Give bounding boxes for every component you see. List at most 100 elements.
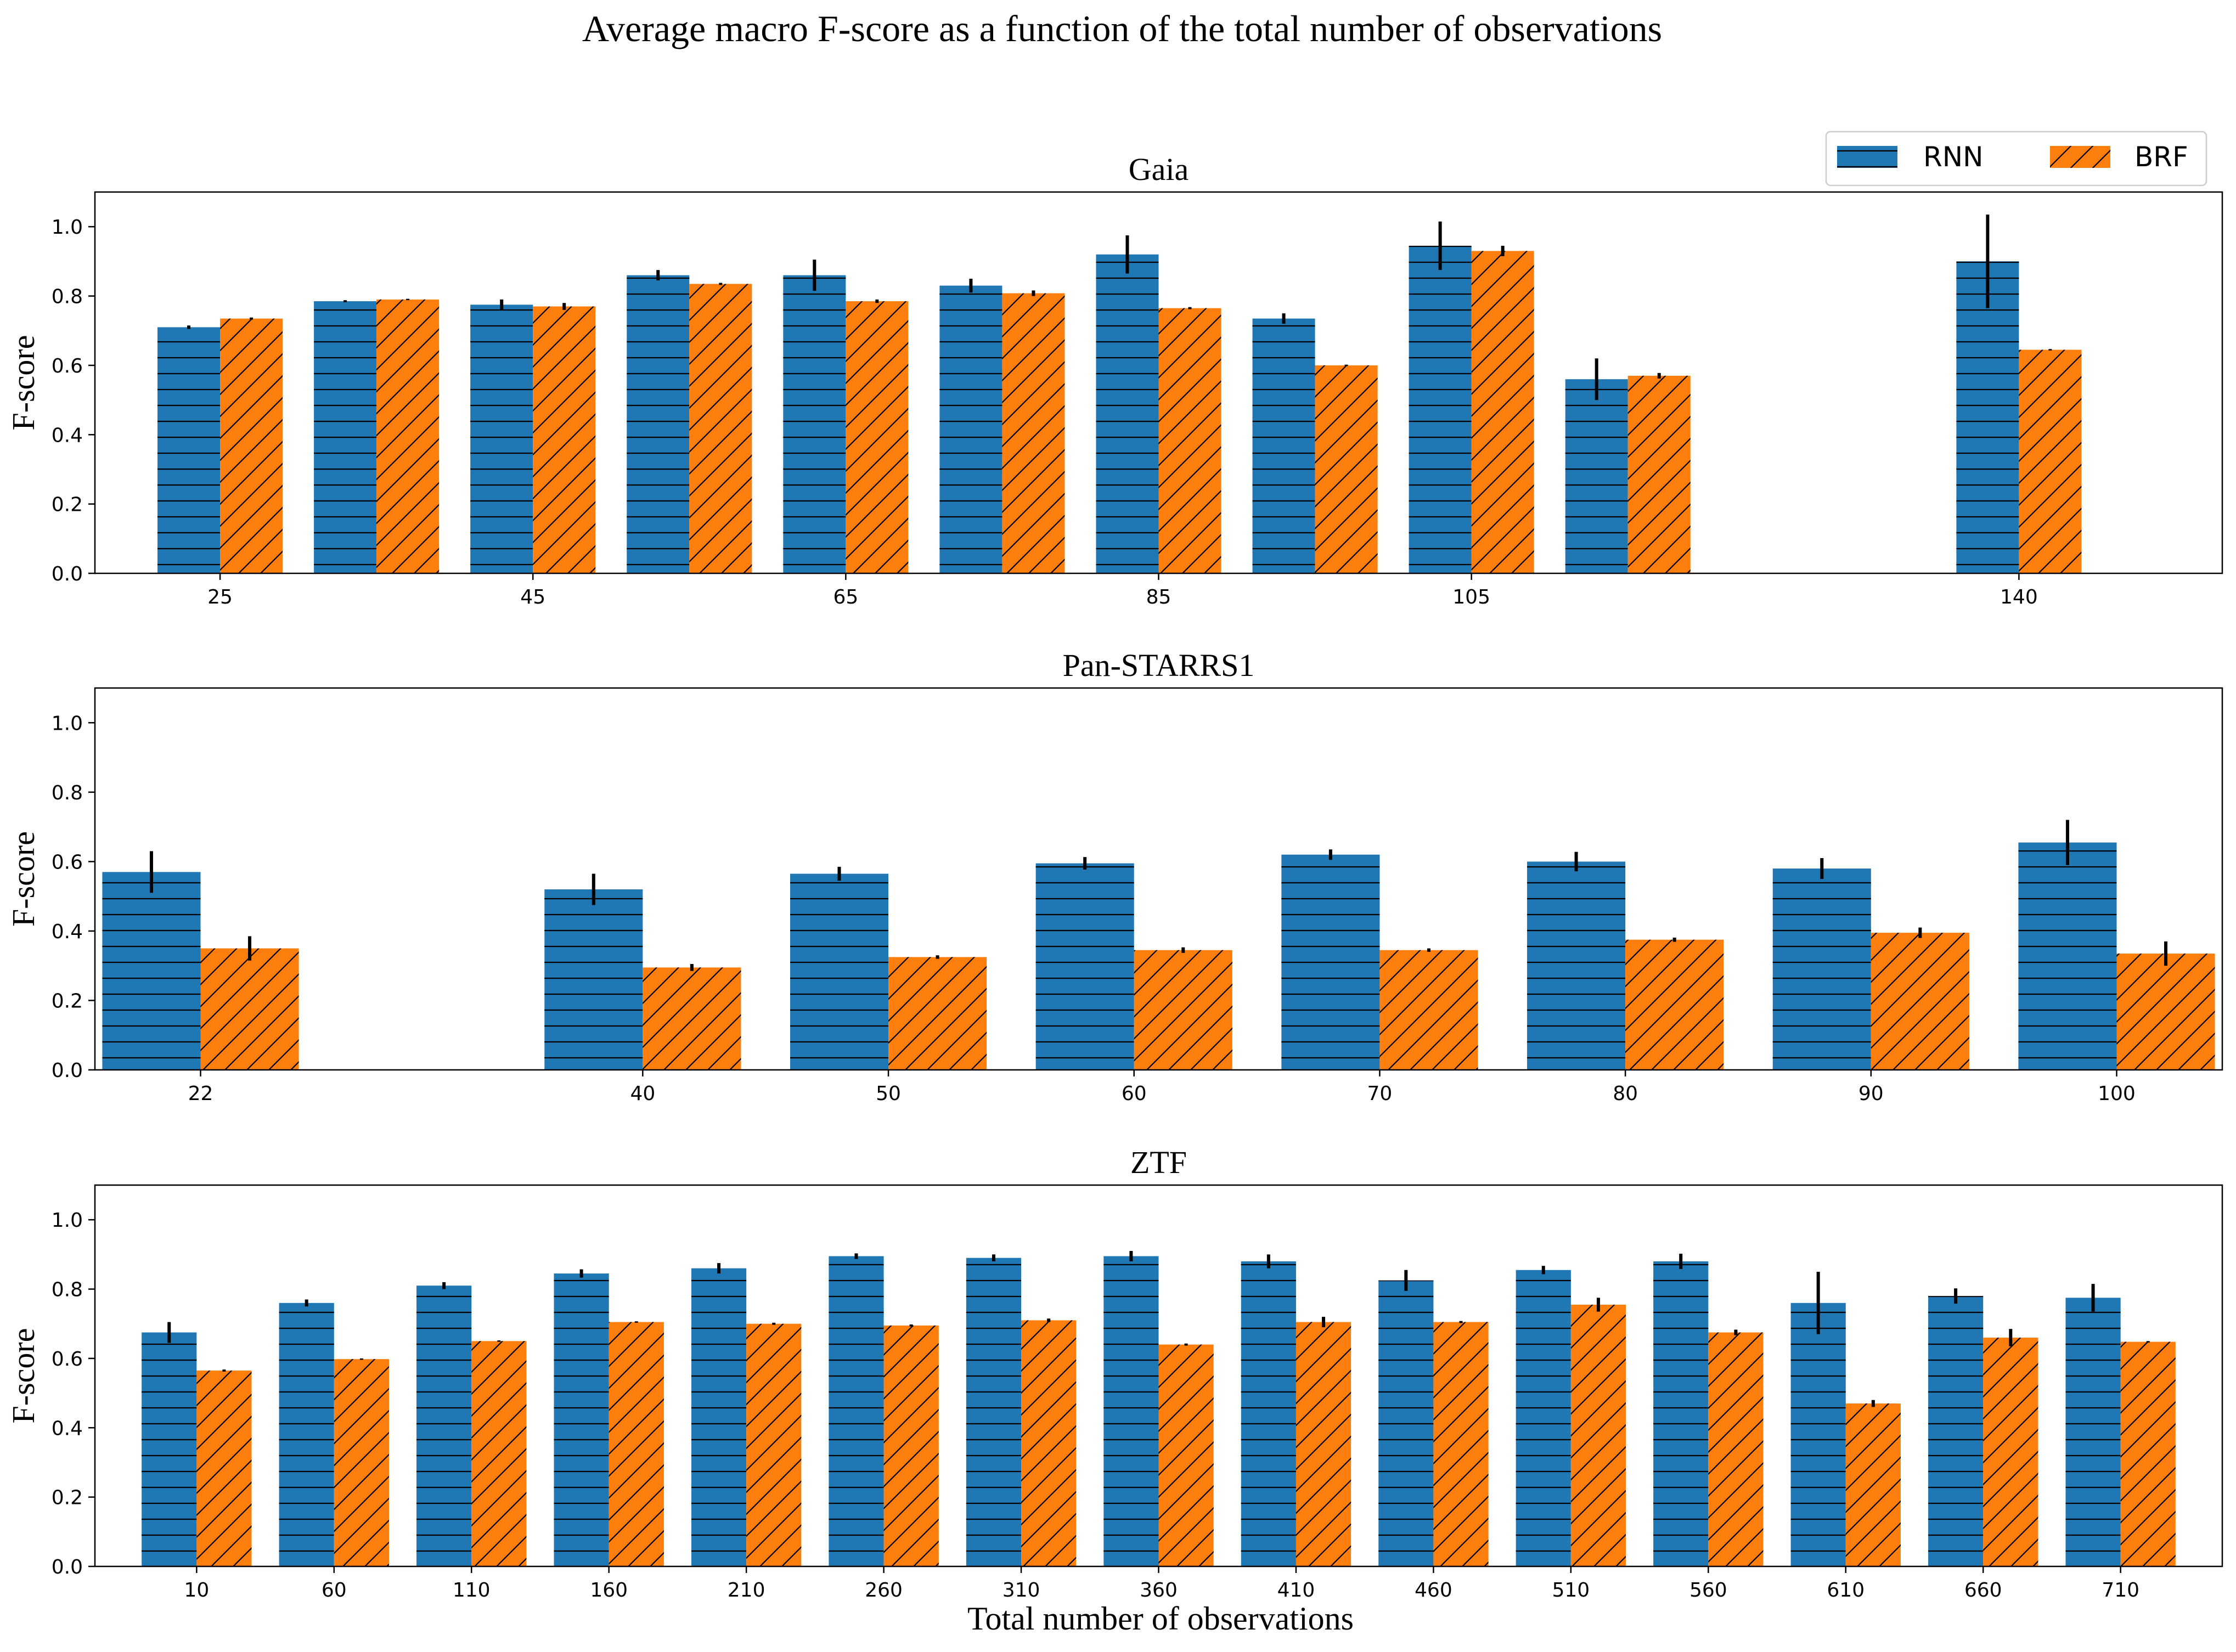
bar-hatch-brf-gaia-3: [689, 284, 752, 573]
bar-hatch-rnn-gaia-5: [939, 285, 1002, 573]
x-tick-label-ztf-2: 110: [453, 1579, 491, 1602]
x-tick-label-pan-starrs1-1: 40: [630, 1082, 655, 1105]
bar-hatch-brf-ztf-2: [471, 1341, 527, 1566]
bar-hatch-rnn-ztf-6: [966, 1258, 1022, 1566]
x-tick-label-ztf-14: 710: [2102, 1579, 2139, 1602]
bar-hatch-rnn-pan-starrs1-3: [1035, 863, 1134, 1070]
y-tick-label-gaia-5: 1.0: [52, 216, 83, 239]
bar-hatch-rnn-pan-starrs1-1: [544, 889, 643, 1070]
bar-hatch-brf-ztf-7: [1158, 1344, 1214, 1566]
y-tick-label-ztf-4: 0.8: [52, 1279, 83, 1301]
y-tick-label-gaia-4: 0.8: [52, 286, 83, 308]
x-tick-label-ztf-3: 160: [590, 1579, 628, 1602]
y-axis-label-pan-starrs1: F-score: [5, 831, 41, 927]
bar-hatch-brf-ztf-9: [1433, 1322, 1489, 1566]
x-tick-label-pan-starrs1-5: 80: [1613, 1082, 1638, 1105]
bar-hatch-brf-ztf-12: [1845, 1403, 1901, 1566]
x-tick-label-pan-starrs1-3: 60: [1122, 1082, 1147, 1105]
axes-frame-pan-starrs1: [94, 687, 2223, 1071]
bar-hatch-rnn-gaia-8: [1409, 245, 1472, 573]
bar-hatch-rnn-ztf-9: [1378, 1280, 1434, 1566]
panel-pan-starrs1: Pan-STARRS1 F-score 0.0 0.2 0.4 0.6 0.8 1.0 22 40…: [5, 647, 2223, 1105]
panel-title-gaia: Gaia: [1129, 151, 1189, 187]
y-axis-label-ztf: F-score: [5, 1328, 41, 1424]
bar-hatch-brf-gaia-10: [2019, 349, 2082, 573]
bar-hatch-rnn-gaia-1: [314, 301, 377, 573]
bar-hatch-rnn-ztf-12: [1790, 1303, 1846, 1566]
bar-hatch-rnn-ztf-2: [416, 1285, 472, 1566]
bar-hatch-rnn-gaia-9: [1565, 379, 1628, 573]
y-tick-label-pan-starrs1-4: 0.8: [52, 782, 83, 804]
bar-hatch-brf-ztf-8: [1296, 1322, 1351, 1566]
bar-hatch-rnn-gaia-4: [783, 275, 846, 573]
figure-title: Average macro F-score as a function of t…: [582, 8, 1662, 49]
bar-hatch-brf-pan-starrs1-0: [200, 948, 299, 1070]
bar-hatch-brf-gaia-7: [1315, 365, 1378, 573]
y-tick-label-pan-starrs1-2: 0.4: [52, 921, 83, 943]
bar-hatch-rnn-gaia-6: [1096, 254, 1159, 573]
bar-hatch-rnn-ztf-8: [1241, 1261, 1296, 1566]
bar-hatch-rnn-pan-starrs1-5: [1527, 861, 1626, 1070]
y-tick-label-gaia-1: 0.2: [52, 494, 83, 516]
x-tick-label-ztf-4: 210: [728, 1579, 765, 1602]
bar-hatch-rnn-ztf-11: [1653, 1261, 1709, 1566]
bar-hatch-brf-gaia-0: [220, 318, 283, 573]
bar-hatch-brf-ztf-1: [334, 1359, 389, 1566]
bar-hatch-brf-gaia-8: [1471, 251, 1534, 574]
x-tick-label-pan-starrs1-2: 50: [876, 1082, 901, 1105]
x-tick-label-gaia-4: 105: [1452, 586, 1490, 608]
bar-hatch-rnn-ztf-7: [1103, 1256, 1159, 1566]
bar-hatch-brf-gaia-2: [533, 306, 596, 573]
bar-hatch-brf-ztf-6: [1021, 1320, 1077, 1566]
bar-hatch-brf-pan-starrs1-2: [888, 957, 987, 1070]
legend-swatch-rnn-hatch: [1837, 146, 1897, 168]
bar-hatch-brf-gaia-4: [846, 301, 909, 573]
bar-hatch-rnn-ztf-14: [2065, 1298, 2121, 1566]
y-tick-label-pan-starrs1-0: 0.0: [52, 1059, 83, 1082]
bar-hatch-rnn-pan-starrs1-4: [1281, 854, 1380, 1070]
x-axis-label: Total number of observations: [967, 1600, 1354, 1637]
bar-hatch-rnn-pan-starrs1-7: [2018, 842, 2117, 1070]
bar-hatch-brf-pan-starrs1-5: [1625, 939, 1724, 1070]
x-tick-label-gaia-3: 85: [1146, 586, 1171, 608]
bar-hatch-rnn-pan-starrs1-6: [1772, 869, 1871, 1070]
bar-hatch-rnn-ztf-1: [279, 1303, 334, 1566]
x-tick-label-ztf-0: 10: [184, 1579, 209, 1602]
legend: RNN BRF: [1825, 131, 2207, 187]
bar-hatch-rnn-pan-starrs1-2: [790, 873, 889, 1070]
bar-hatch-rnn-ztf-3: [554, 1273, 609, 1566]
bar-hatch-brf-gaia-6: [1158, 308, 1221, 573]
legend-frame: [1825, 131, 2207, 187]
y-tick-label-ztf-3: 0.6: [52, 1348, 83, 1371]
x-tick-label-ztf-12: 610: [1827, 1579, 1865, 1602]
bar-hatch-rnn-gaia-3: [627, 275, 690, 573]
y-tick-label-gaia-2: 0.4: [52, 424, 83, 447]
bar-hatch-rnn-ztf-13: [1928, 1296, 1984, 1566]
y-tick-label-pan-starrs1-5: 1.0: [52, 712, 83, 735]
panel-gaia: Gaia F-score 0.0 0.2 0.4 0.6 0.8 1.0 25 45 65 85 105…: [5, 151, 2223, 608]
bar-hatch-brf-pan-starrs1-4: [1379, 950, 1478, 1070]
bar-hatch-rnn-gaia-2: [470, 305, 533, 573]
y-tick-label-ztf-0: 0.0: [52, 1556, 83, 1578]
x-tick-label-pan-starrs1-4: 70: [1367, 1082, 1393, 1105]
x-tick-label-gaia-5: 140: [2000, 586, 2038, 608]
x-tick-label-ztf-7: 360: [1140, 1579, 1178, 1602]
y-tick-label-ztf-2: 0.4: [52, 1417, 83, 1440]
bar-hatch-rnn-ztf-0: [142, 1332, 197, 1566]
bar-hatch-rnn-ztf-4: [691, 1268, 747, 1566]
y-axis-label-gaia: F-score: [5, 335, 41, 431]
y-tick-label-ztf-1: 0.2: [52, 1487, 83, 1509]
bar-hatch-brf-ztf-0: [196, 1371, 252, 1566]
bar-hatch-brf-ztf-3: [609, 1322, 664, 1566]
x-tick-label-gaia-2: 65: [833, 586, 858, 608]
bar-hatch-brf-ztf-14: [2120, 1341, 2176, 1566]
x-tick-label-ztf-6: 310: [1002, 1579, 1040, 1602]
bar-hatch-rnn-gaia-7: [1252, 318, 1315, 573]
panel-ztf: ZTF F-score 0.0 0.2 0.4 0.6 0.8 1.0 10 60 110 160 21…: [5, 1144, 2223, 1602]
bar-hatch-brf-gaia-5: [1002, 293, 1065, 573]
legend-label-brf: BRF: [2134, 141, 2188, 173]
bar-hatch-brf-ztf-13: [1983, 1338, 2038, 1566]
y-tick-label-gaia-0: 0.0: [52, 563, 83, 585]
bar-hatch-brf-ztf-11: [1708, 1332, 1764, 1566]
